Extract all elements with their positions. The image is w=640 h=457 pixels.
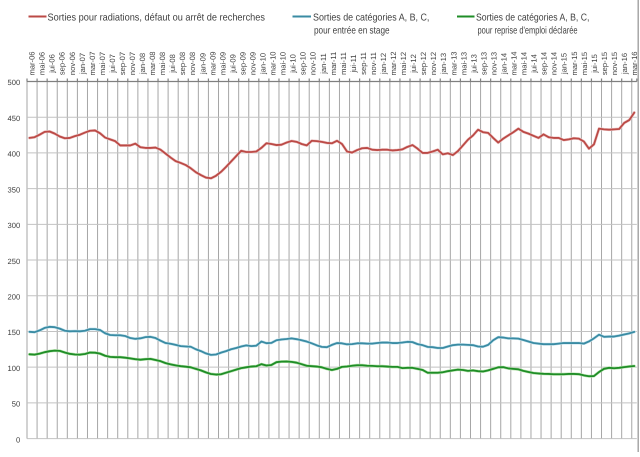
svg-text:mai-07: mai-07 bbox=[98, 52, 107, 75]
svg-text:mai-08: mai-08 bbox=[158, 52, 167, 75]
svg-text:sep-11: sep-11 bbox=[359, 52, 368, 75]
svg-text:mai-10: mai-10 bbox=[279, 52, 288, 75]
svg-text:mai-11: mai-11 bbox=[339, 52, 348, 75]
svg-text:nov-11: nov-11 bbox=[369, 52, 378, 75]
svg-text:nov-08: nov-08 bbox=[188, 52, 197, 75]
svg-text:sep-13: sep-13 bbox=[479, 52, 488, 75]
svg-text:mai-06: mai-06 bbox=[38, 52, 47, 75]
svg-text:sep-14: sep-14 bbox=[540, 52, 549, 75]
svg-text:jan-12: jan-12 bbox=[379, 53, 388, 75]
svg-text:mar-16: mar-16 bbox=[630, 51, 639, 75]
svg-text:jan-09: jan-09 bbox=[198, 53, 207, 75]
svg-text:500: 500 bbox=[8, 78, 21, 87]
svg-text:jui-08: jui-08 bbox=[168, 54, 177, 74]
svg-text:sep-07: sep-07 bbox=[118, 52, 127, 75]
svg-text:mai-13: mai-13 bbox=[459, 52, 468, 75]
svg-text:jan-15: jan-15 bbox=[560, 53, 569, 75]
svg-text:150: 150 bbox=[8, 328, 21, 337]
svg-text:jan-07: jan-07 bbox=[78, 53, 87, 75]
svg-text:mar-15: mar-15 bbox=[570, 51, 579, 75]
svg-text:nov-12: nov-12 bbox=[429, 52, 438, 75]
svg-text:jui-07: jui-07 bbox=[108, 54, 117, 74]
svg-text:mai-12: mai-12 bbox=[399, 52, 408, 75]
svg-text:nov-09: nov-09 bbox=[248, 52, 257, 75]
svg-text:nov-13: nov-13 bbox=[489, 52, 498, 75]
svg-text:Sorties de catégories A, B, C,: Sorties de catégories A, B, C, bbox=[313, 12, 429, 23]
svg-text:jan-14: jan-14 bbox=[499, 53, 508, 75]
svg-text:mar-10: mar-10 bbox=[269, 51, 278, 75]
svg-text:200: 200 bbox=[8, 292, 21, 301]
svg-text:nov-06: nov-06 bbox=[68, 52, 77, 75]
svg-text:jan-11: jan-11 bbox=[319, 53, 328, 75]
svg-text:jui-13: jui-13 bbox=[469, 54, 478, 74]
svg-text:jui-12: jui-12 bbox=[409, 54, 418, 74]
svg-text:400: 400 bbox=[8, 150, 21, 159]
svg-text:mar-14: mar-14 bbox=[510, 51, 519, 75]
svg-text:mai-15: mai-15 bbox=[580, 52, 589, 75]
svg-text:jui-10: jui-10 bbox=[289, 54, 298, 74]
svg-text:sep-12: sep-12 bbox=[419, 52, 428, 75]
svg-text:50: 50 bbox=[12, 400, 20, 409]
svg-text:300: 300 bbox=[8, 221, 21, 230]
svg-text:mar-06: mar-06 bbox=[28, 51, 37, 75]
svg-text:sep-15: sep-15 bbox=[600, 52, 609, 75]
svg-text:sep-08: sep-08 bbox=[178, 52, 187, 75]
svg-text:sep-10: sep-10 bbox=[299, 52, 308, 75]
svg-text:jan-08: jan-08 bbox=[138, 53, 147, 75]
svg-text:mar-07: mar-07 bbox=[88, 51, 97, 75]
svg-text:pour entrée en stage: pour entrée en stage bbox=[314, 26, 390, 37]
svg-text:pour reprise d'emploi déclarée: pour reprise d'emploi déclarée bbox=[478, 26, 578, 37]
svg-text:mar-08: mar-08 bbox=[148, 51, 157, 75]
svg-text:jan-10: jan-10 bbox=[259, 53, 268, 75]
svg-text:jan-16: jan-16 bbox=[620, 53, 629, 75]
svg-text:350: 350 bbox=[8, 185, 21, 194]
svg-text:mar-12: mar-12 bbox=[389, 51, 398, 75]
svg-text:nov-10: nov-10 bbox=[309, 52, 318, 75]
svg-text:mar-13: mar-13 bbox=[449, 51, 458, 75]
svg-text:450: 450 bbox=[8, 114, 21, 123]
svg-text:100: 100 bbox=[8, 364, 21, 373]
svg-text:Sorties de catégories A, B, C,: Sorties de catégories A, B, C, bbox=[476, 12, 589, 23]
svg-text:nov-14: nov-14 bbox=[550, 52, 559, 75]
svg-text:0: 0 bbox=[16, 435, 20, 444]
svg-text:mai-14: mai-14 bbox=[520, 52, 529, 75]
svg-text:jan-13: jan-13 bbox=[439, 53, 448, 75]
svg-text:nov-15: nov-15 bbox=[610, 52, 619, 75]
svg-text:mai-09: mai-09 bbox=[218, 52, 227, 75]
svg-text:Sorties pour radiations, défau: Sorties pour radiations, défaut ou arrêt… bbox=[48, 12, 266, 23]
svg-text:jui-14: jui-14 bbox=[530, 54, 539, 74]
svg-text:mar-11: mar-11 bbox=[329, 52, 338, 76]
svg-text:250: 250 bbox=[8, 257, 21, 266]
svg-text:sep-09: sep-09 bbox=[238, 52, 247, 75]
svg-text:jui-15: jui-15 bbox=[590, 54, 599, 74]
svg-text:jui-06: jui-06 bbox=[48, 54, 57, 74]
svg-text:sep-06: sep-06 bbox=[58, 52, 67, 75]
svg-text:jui-09: jui-09 bbox=[228, 54, 237, 74]
svg-text:jui-11: jui-11 bbox=[349, 54, 358, 73]
svg-text:nov-07: nov-07 bbox=[128, 52, 137, 75]
svg-text:mar-09: mar-09 bbox=[208, 51, 217, 75]
